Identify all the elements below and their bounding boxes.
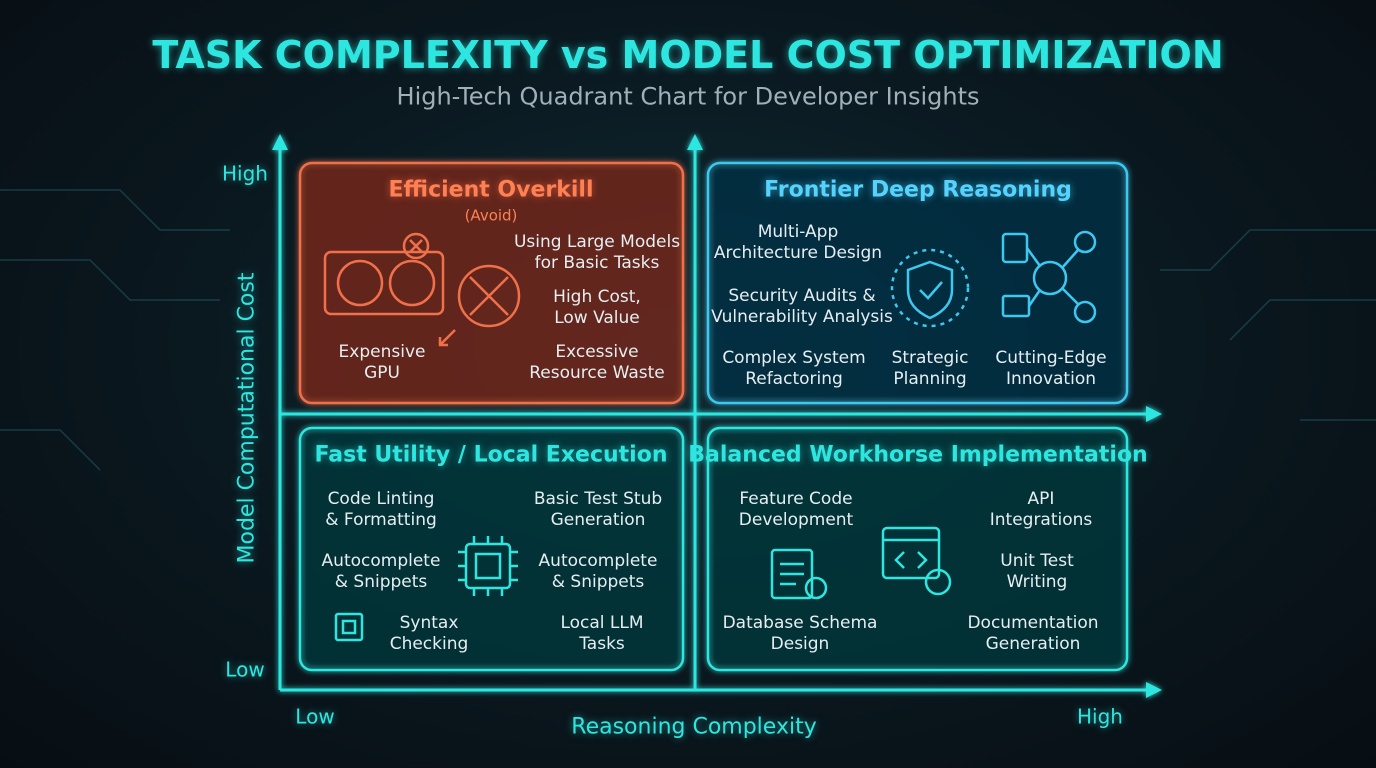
gpu-icon xyxy=(323,232,521,347)
quadrant-note: (Avoid) xyxy=(464,206,518,225)
quadrant-item: Autocomplete & Snippets xyxy=(321,551,441,592)
quadrant-item: Database Schema Design xyxy=(722,613,878,654)
quadrant-box xyxy=(298,426,685,672)
circuit-decor xyxy=(0,189,1376,471)
x-high: High xyxy=(1077,704,1123,729)
quadrant-item: Cutting-Edge Innovation xyxy=(995,348,1107,389)
quadrant-item: Excessive Resource Waste xyxy=(529,342,665,383)
quadrant-title: Fast Utility / Local Execution xyxy=(314,442,668,468)
quadrant-item: Syntax Checking xyxy=(389,613,469,654)
quadrant-item: Unit Test Writing xyxy=(1000,551,1074,592)
y-low: Low xyxy=(225,657,265,682)
y-axis-label: Model Computational Cost xyxy=(234,272,260,564)
quadrant-item: API Integrations xyxy=(989,489,1093,530)
code-icon xyxy=(770,526,952,600)
quadrant-item: Security Audits & Vulnerability Analysis xyxy=(711,286,893,327)
quadrant-item: Code Linting & Formatting xyxy=(325,489,437,530)
quadrant-box xyxy=(298,161,685,405)
quadrant-title: Frontier Deep Reasoning xyxy=(764,177,1072,203)
quadrant-item: Feature Code Development xyxy=(738,489,854,530)
quadrant-box xyxy=(706,426,1129,672)
quadrant-item: Autocomplete & Snippets xyxy=(538,551,658,592)
subtitle: High-Tech Quadrant Chart for Developer I… xyxy=(396,82,980,111)
y-high: High xyxy=(222,161,268,186)
quadrant-item: Local LLM Tasks xyxy=(560,613,644,654)
quadrant-item: Complex System Refactoring xyxy=(722,348,866,389)
quadrant-item: Basic Test Stub Generation xyxy=(533,489,663,530)
quadrant-item: Multi-App Architecture Design xyxy=(713,222,883,263)
security-icon xyxy=(890,230,1097,328)
x-axis-label: Reasoning Complexity xyxy=(571,714,817,740)
quadrant-item: Strategic Planning xyxy=(891,348,969,389)
quadrant-item: High Cost, Low Value xyxy=(553,287,641,328)
quadrant-title: Efficient Overkill xyxy=(388,177,594,203)
quadrant-item: Documentation Generation xyxy=(967,613,1099,654)
title: TASK COMPLEXITY vs MODEL COST OPTIMIZATI… xyxy=(152,33,1224,77)
quadrant-item: Using Large Models for Basic Tasks xyxy=(513,232,681,273)
quadrant-title: Balanced Workhorse Implementation xyxy=(688,442,1148,468)
chip-icon xyxy=(334,536,518,642)
x-low: Low xyxy=(295,704,335,729)
quadrant-box xyxy=(706,161,1129,405)
axes xyxy=(272,134,1162,698)
quadrant-item: Expensive GPU xyxy=(338,342,426,383)
